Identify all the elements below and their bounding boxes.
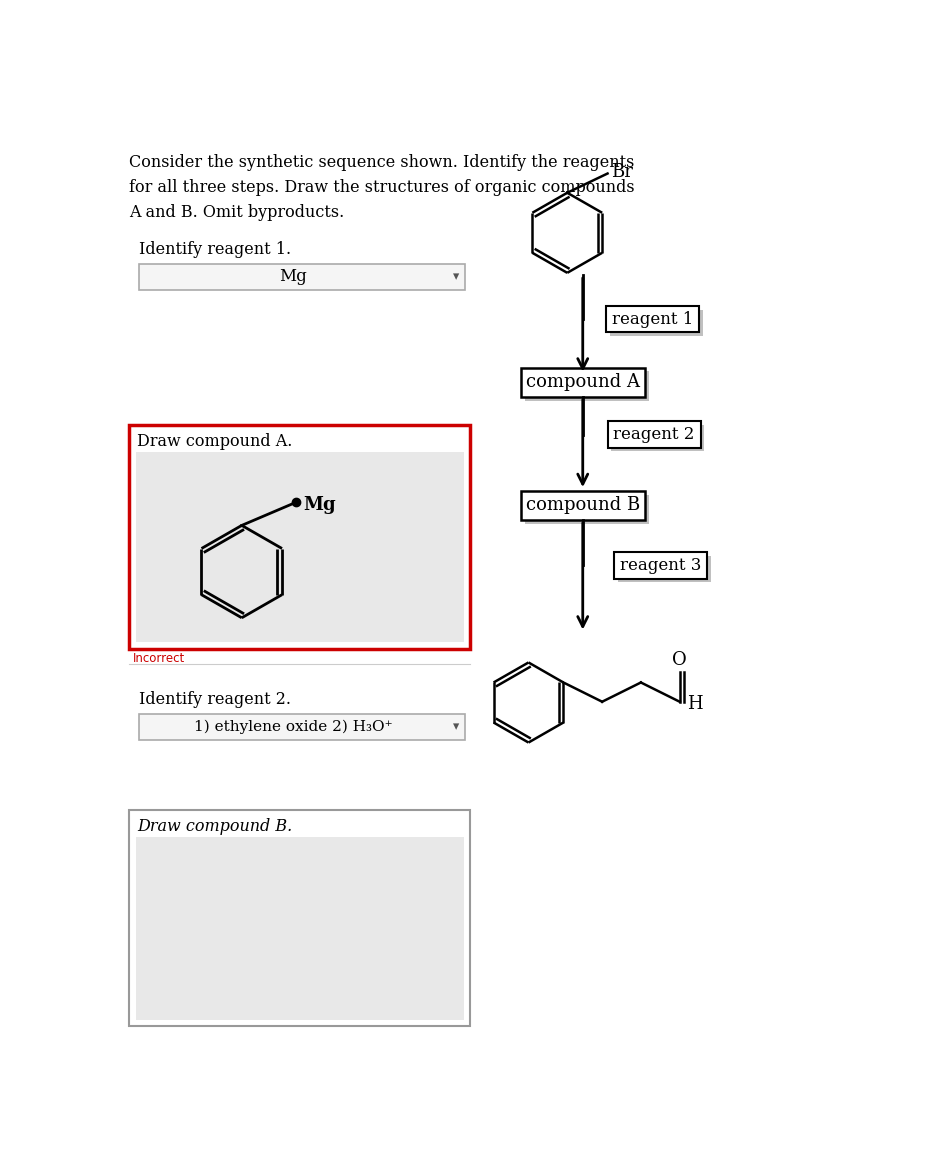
Text: 1) ethylene oxide 2) H₃O⁺: 1) ethylene oxide 2) H₃O⁺ (194, 720, 392, 735)
Text: O: O (673, 651, 687, 668)
FancyBboxPatch shape (136, 838, 464, 1020)
Text: Draw compound A.: Draw compound A. (138, 433, 293, 450)
FancyBboxPatch shape (525, 371, 649, 400)
FancyBboxPatch shape (618, 556, 710, 583)
FancyBboxPatch shape (139, 263, 465, 290)
Text: reagent 2: reagent 2 (613, 426, 695, 443)
FancyBboxPatch shape (525, 495, 649, 524)
FancyBboxPatch shape (609, 310, 703, 336)
FancyBboxPatch shape (614, 552, 706, 578)
Text: reagent 1: reagent 1 (611, 310, 693, 328)
Text: compound A: compound A (526, 373, 640, 391)
Text: Mg: Mg (303, 496, 336, 514)
Text: Br: Br (611, 163, 633, 181)
Text: Draw compound B.: Draw compound B. (138, 818, 292, 835)
FancyBboxPatch shape (129, 426, 470, 648)
FancyBboxPatch shape (129, 811, 470, 1026)
Text: Identify reagent 1.: Identify reagent 1. (139, 241, 292, 257)
FancyBboxPatch shape (611, 426, 705, 452)
Text: ▾: ▾ (452, 721, 459, 734)
FancyBboxPatch shape (606, 305, 699, 332)
FancyBboxPatch shape (139, 714, 465, 741)
Text: H: H (688, 695, 703, 713)
FancyBboxPatch shape (608, 421, 701, 448)
Text: Mg: Mg (279, 268, 307, 285)
FancyBboxPatch shape (521, 367, 644, 397)
Text: compound B: compound B (526, 496, 640, 515)
Text: reagent 3: reagent 3 (620, 557, 701, 574)
FancyBboxPatch shape (521, 490, 644, 519)
Text: Identify reagent 2.: Identify reagent 2. (139, 691, 291, 708)
FancyBboxPatch shape (136, 453, 464, 642)
Text: ▾: ▾ (452, 270, 459, 283)
Text: Incorrect: Incorrect (133, 652, 185, 665)
Text: Consider the synthetic sequence shown. Identify the reagents
for all three steps: Consider the synthetic sequence shown. I… (129, 154, 635, 221)
